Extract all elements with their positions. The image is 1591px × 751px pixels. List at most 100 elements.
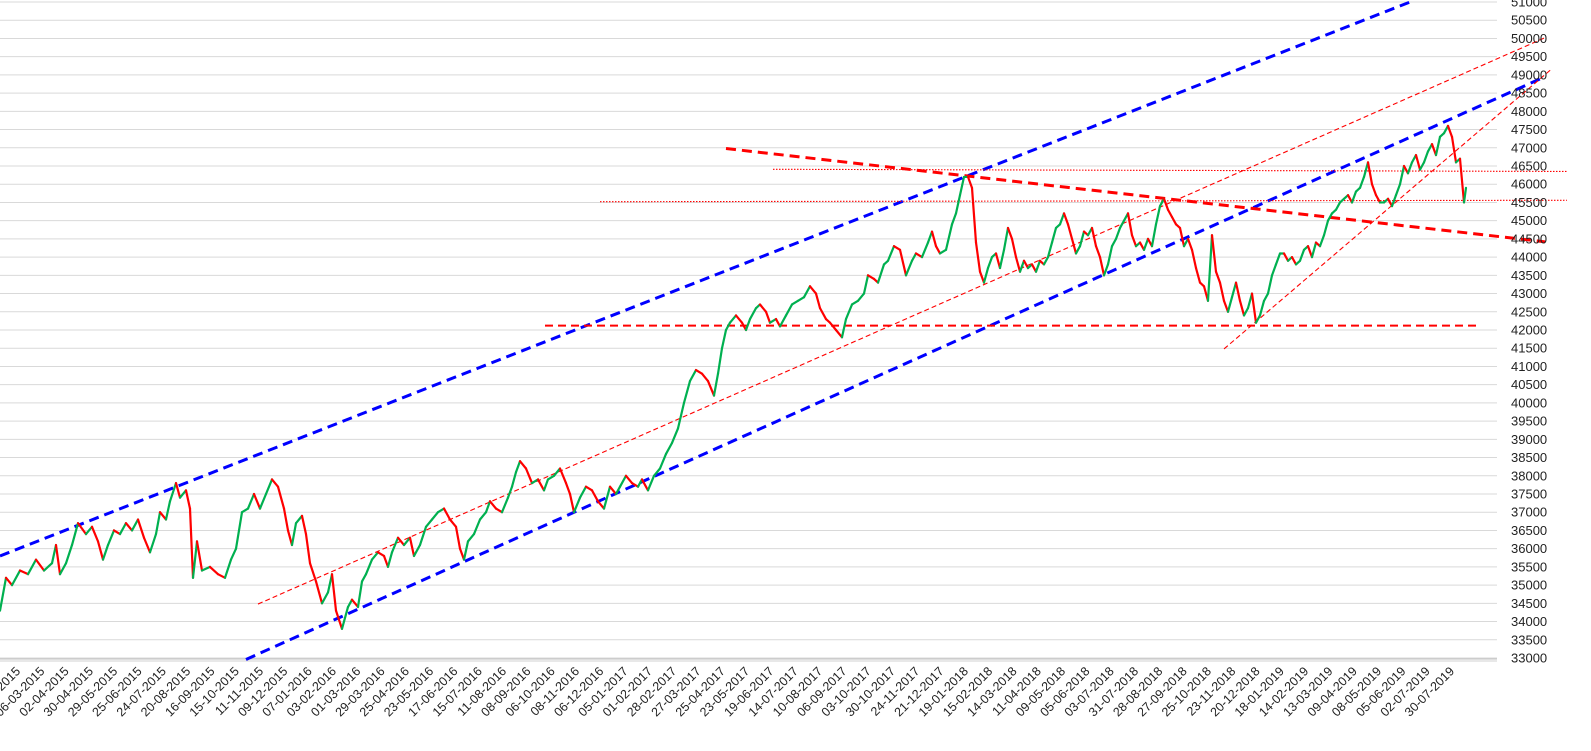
y-tick-label: 45000 [1511, 213, 1547, 228]
down-candle-segment [1006, 226, 1014, 240]
up-candle-segment [1326, 212, 1334, 222]
up-candle-segment [1042, 256, 1050, 266]
down-candle-segment [396, 536, 406, 547]
down-candle-segment [814, 292, 822, 310]
up-candle-segment [424, 518, 434, 528]
down-candle-segment [706, 379, 716, 397]
up-candle-segment [744, 317, 752, 332]
down-candle-segment [1066, 223, 1074, 240]
up-candle-segment [148, 532, 158, 554]
up-candle-segment [1334, 201, 1342, 211]
trend-lines [0, 0, 1568, 661]
up-candle-segment [360, 573, 368, 583]
down-candle-segment [700, 372, 710, 383]
up-candle-segment [784, 303, 794, 317]
down-candle-segment [252, 492, 262, 510]
down-candle-segment [18, 569, 30, 576]
down-candle-segment [758, 303, 768, 313]
up-candle-segment [1206, 234, 1214, 302]
down-candle-segment [1414, 153, 1422, 171]
up-candle-segment [412, 543, 422, 558]
up-candle-segment [1266, 274, 1274, 295]
up-candle-segment [130, 518, 140, 532]
up-candle-segment [484, 500, 492, 514]
up-candle-segment [676, 401, 686, 430]
red-trend-line [772, 168, 1568, 173]
down-candle-segment [1450, 135, 1458, 164]
y-tick-label: 42000 [1511, 323, 1547, 338]
up-candle-segment [1270, 263, 1278, 277]
red-trend-line [1223, 68, 1553, 350]
up-candle-segment [510, 471, 518, 488]
up-candle-segment [602, 485, 612, 510]
down-candle-segment [1130, 234, 1138, 248]
down-candle-segment [930, 230, 938, 248]
down-candle-segment [494, 507, 504, 514]
y-tick-label: 43500 [1511, 268, 1547, 283]
up-candle-segment [1406, 161, 1414, 175]
up-candle-segment [636, 478, 644, 488]
up-candle-segment [1390, 194, 1398, 208]
up-candle-segment [466, 532, 476, 543]
down-candle-segment [774, 317, 782, 328]
up-candle-segment [118, 522, 128, 536]
up-candle-segment [58, 562, 68, 576]
down-candle-segment [1222, 299, 1230, 313]
up-candle-segment [436, 507, 446, 514]
down-candle-segment [1210, 234, 1218, 273]
y-tick-label: 42500 [1511, 304, 1547, 319]
down-candle-segment [376, 551, 386, 558]
y-tick-label: 38000 [1511, 468, 1547, 483]
down-candle-segment [408, 536, 416, 558]
y-tick-label: 37000 [1511, 505, 1547, 520]
up-candle-segment [1106, 245, 1114, 266]
up-candle-segment [1394, 183, 1402, 197]
down-candle-segment [1166, 208, 1174, 219]
down-candle-segment [1214, 270, 1222, 284]
up-candle-segment [364, 558, 374, 576]
up-candle-segment [998, 248, 1006, 270]
y-tick-label: 39500 [1511, 414, 1547, 429]
down-candle-segment [898, 248, 908, 277]
y-tick-label: 47000 [1511, 140, 1547, 155]
up-candle-segment [926, 230, 934, 244]
down-candle-segment [834, 328, 844, 339]
down-candle-segment [978, 270, 986, 284]
up-candle-segment [546, 474, 556, 481]
up-candle-segment [402, 536, 412, 547]
down-candle-segment [112, 529, 122, 536]
down-candle-segment [966, 175, 974, 189]
down-candle-segment [96, 540, 105, 561]
up-candle-segment [944, 223, 954, 251]
up-candle-segment [64, 543, 74, 565]
down-candle-segment [208, 565, 220, 576]
up-candle-segment [240, 507, 250, 514]
up-candle-segment [1230, 281, 1238, 299]
down-candle-segment [1290, 256, 1298, 266]
up-candle-segment [652, 467, 662, 477]
up-candle-segment [514, 460, 522, 474]
up-candle-segment [850, 299, 860, 306]
up-candle-segment [720, 328, 728, 350]
y-tick-label: 44500 [1511, 231, 1547, 246]
y-tick-label: 34000 [1511, 614, 1547, 629]
down-candle-segment [76, 522, 88, 536]
up-candle-segment [542, 478, 550, 492]
up-candle-segment [84, 525, 94, 536]
up-candle-segment [462, 540, 470, 561]
y-tick-label: 40500 [1511, 377, 1547, 392]
up-candle-segment [618, 474, 628, 488]
y-tick-label: 49000 [1511, 67, 1547, 82]
y-tick-label: 38500 [1511, 450, 1547, 465]
down-candle-segment [300, 514, 308, 536]
y-tick-label: 39000 [1511, 432, 1547, 447]
down-candle-segment [334, 609, 344, 630]
up-candle-segment [1398, 164, 1406, 186]
up-candle-segment [886, 245, 896, 262]
down-candle-segment [1170, 215, 1178, 226]
up-candle-segment [1310, 241, 1318, 259]
down-candle-segment [994, 252, 1002, 270]
y-tick-label: 37500 [1511, 487, 1547, 502]
up-candle-segment [572, 496, 582, 514]
red-trend-line [725, 147, 1546, 244]
